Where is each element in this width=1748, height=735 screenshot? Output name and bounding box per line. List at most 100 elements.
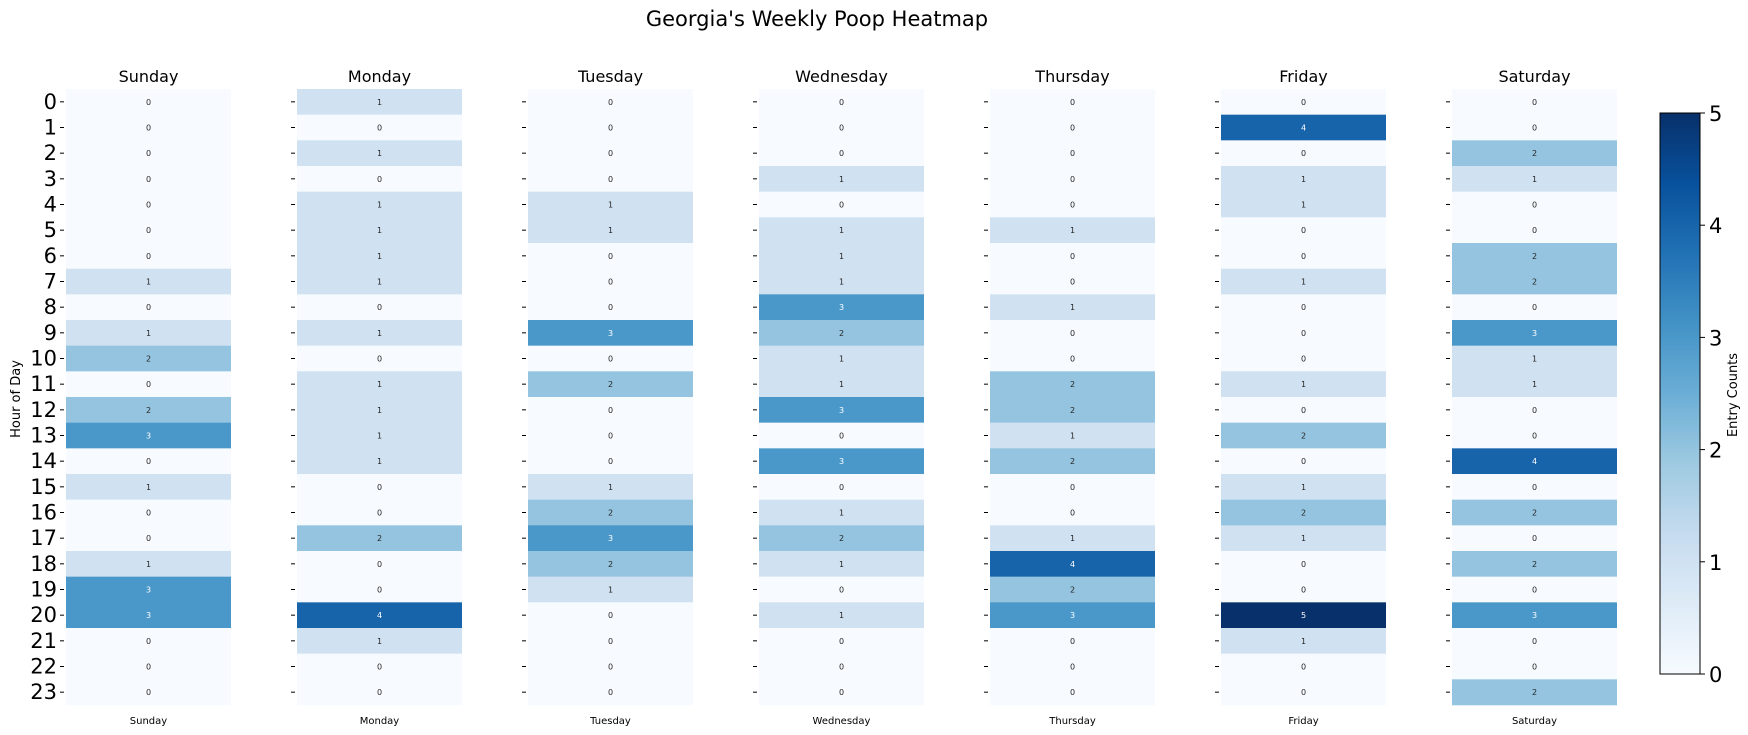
cell-value: 0 bbox=[608, 688, 613, 697]
heatmap-cell bbox=[66, 525, 231, 552]
y-tick-label: 4 bbox=[44, 193, 57, 217]
heatmap-cell bbox=[297, 679, 462, 706]
y-tick-label: 8 bbox=[44, 295, 57, 319]
heatmap-cell bbox=[1221, 397, 1386, 423]
cell-value: 1 bbox=[1070, 303, 1075, 312]
cell-value: 1 bbox=[608, 586, 613, 595]
cell-value: 3 bbox=[1532, 329, 1537, 338]
cell-value: 0 bbox=[377, 688, 382, 697]
heatmap-cell bbox=[66, 140, 231, 167]
heatmap-cell bbox=[1221, 371, 1386, 398]
y-tick-label: 14 bbox=[30, 449, 57, 473]
cell-value: 0 bbox=[1070, 637, 1075, 646]
cell-value: 0 bbox=[377, 355, 382, 364]
heatmap-cell bbox=[297, 166, 462, 192]
heatmap-cell bbox=[990, 525, 1155, 552]
heatmap-cell bbox=[990, 114, 1155, 141]
heatmap-cell bbox=[66, 422, 231, 449]
cell-value: 2 bbox=[1301, 432, 1306, 441]
cell-value: 0 bbox=[839, 688, 844, 697]
cell-value: 5 bbox=[1301, 611, 1306, 620]
panel-sunday: SundaySunday0001020304050617081921001121… bbox=[30, 67, 231, 727]
heatmap-cell bbox=[66, 551, 231, 577]
y-tick-label: 22 bbox=[30, 655, 57, 679]
cell-value: 2 bbox=[1532, 688, 1537, 697]
cell-value: 3 bbox=[1070, 611, 1075, 620]
heatmap-cell bbox=[528, 499, 693, 526]
heatmap-cell bbox=[990, 397, 1155, 423]
cell-value: 0 bbox=[1532, 534, 1537, 543]
panel-tuesday: Tuesday Tuesday 0 0 0 0 1 1 0 0 0 3 0 2 0 0 0 1 2 3 2 1 0 0 0 0 bbox=[522, 67, 693, 727]
heatmap-cell bbox=[297, 628, 462, 654]
cell-value: 0 bbox=[608, 175, 613, 184]
cell-value: 2 bbox=[146, 406, 151, 415]
cell-value: 2 bbox=[1070, 586, 1075, 595]
cell-value: 1 bbox=[377, 637, 382, 646]
cell-value: 1 bbox=[1532, 175, 1537, 184]
cell-value: 0 bbox=[1532, 663, 1537, 672]
cell-value: 1 bbox=[1532, 380, 1537, 389]
heatmap-cell bbox=[1452, 268, 1617, 295]
heatmap-cell bbox=[297, 191, 462, 218]
cell-value: 1 bbox=[1301, 201, 1306, 210]
heatmap-cell bbox=[66, 474, 231, 500]
heatmap-cell bbox=[1452, 551, 1617, 577]
cell-value: 0 bbox=[146, 380, 151, 389]
heatmap-cell bbox=[1452, 422, 1617, 449]
heatmap-cell bbox=[297, 217, 462, 244]
cell-value: 0 bbox=[1532, 124, 1537, 133]
cell-value: 0 bbox=[1070, 252, 1075, 261]
heatmap-cell bbox=[1452, 525, 1617, 552]
cell-value: 2 bbox=[1301, 509, 1306, 518]
heatmap-cell bbox=[1221, 191, 1386, 218]
heatmap-cell bbox=[528, 576, 693, 603]
heatmap-cell bbox=[528, 320, 693, 346]
heatmap-cell bbox=[528, 294, 693, 321]
heatmap-cell bbox=[297, 474, 462, 500]
heatmap-cell bbox=[528, 602, 693, 629]
cell-value: 1 bbox=[839, 355, 844, 364]
heatmap-cell bbox=[66, 653, 231, 680]
heatmap-cell bbox=[1452, 602, 1617, 629]
heatmap-cell bbox=[1221, 628, 1386, 654]
cell-value: 4 bbox=[1532, 457, 1537, 466]
cell-value: 2 bbox=[377, 534, 382, 543]
cell-value: 3 bbox=[608, 534, 613, 543]
cell-value: 1 bbox=[146, 483, 151, 492]
cell-value: 0 bbox=[377, 483, 382, 492]
cell-value: 3 bbox=[146, 611, 151, 620]
cell-value: 3 bbox=[1532, 611, 1537, 620]
cell-value: 0 bbox=[1070, 663, 1075, 672]
heatmap-cell bbox=[1221, 114, 1386, 141]
x-tick-label: Tuesday bbox=[589, 716, 631, 727]
cell-value: 1 bbox=[608, 201, 613, 210]
cell-value: 2 bbox=[608, 380, 613, 389]
heatmap-cell bbox=[1221, 653, 1386, 680]
heatmap-cell bbox=[990, 294, 1155, 321]
cell-value: 0 bbox=[608, 303, 613, 312]
cell-value: 1 bbox=[377, 406, 382, 415]
panel-wednesday: Wednesday Wednesday 0 0 0 1 0 1 1 1 3 2 1 1 3 0 3 0 1 2 1 0 1 0… bbox=[753, 67, 924, 727]
panel-title: Thursday bbox=[1034, 67, 1109, 86]
y-tick-label: 5 bbox=[44, 218, 57, 242]
heatmap-cell bbox=[297, 268, 462, 295]
heatmap-cell bbox=[1452, 114, 1617, 141]
y-tick-label: 15 bbox=[30, 475, 57, 499]
cell-value: 1 bbox=[608, 226, 613, 235]
x-tick-label: Saturday bbox=[1512, 716, 1557, 727]
cell-value: 0 bbox=[1070, 278, 1075, 287]
heatmap-cell bbox=[297, 602, 462, 629]
heatmap-cell bbox=[297, 653, 462, 680]
cell-value: 2 bbox=[608, 509, 613, 518]
heatmap-cell bbox=[297, 551, 462, 577]
heatmap-cell bbox=[1452, 576, 1617, 603]
cell-value: 1 bbox=[839, 278, 844, 287]
colorbar-tick-label: 5 bbox=[1709, 102, 1722, 126]
heatmap-cell bbox=[66, 166, 231, 192]
cell-value: 1 bbox=[377, 201, 382, 210]
heatmap-cell bbox=[1452, 89, 1617, 115]
heatmap-cell bbox=[759, 140, 924, 167]
heatmap-cell bbox=[297, 371, 462, 398]
cell-value: 0 bbox=[1301, 586, 1306, 595]
cell-value: 0 bbox=[608, 406, 613, 415]
